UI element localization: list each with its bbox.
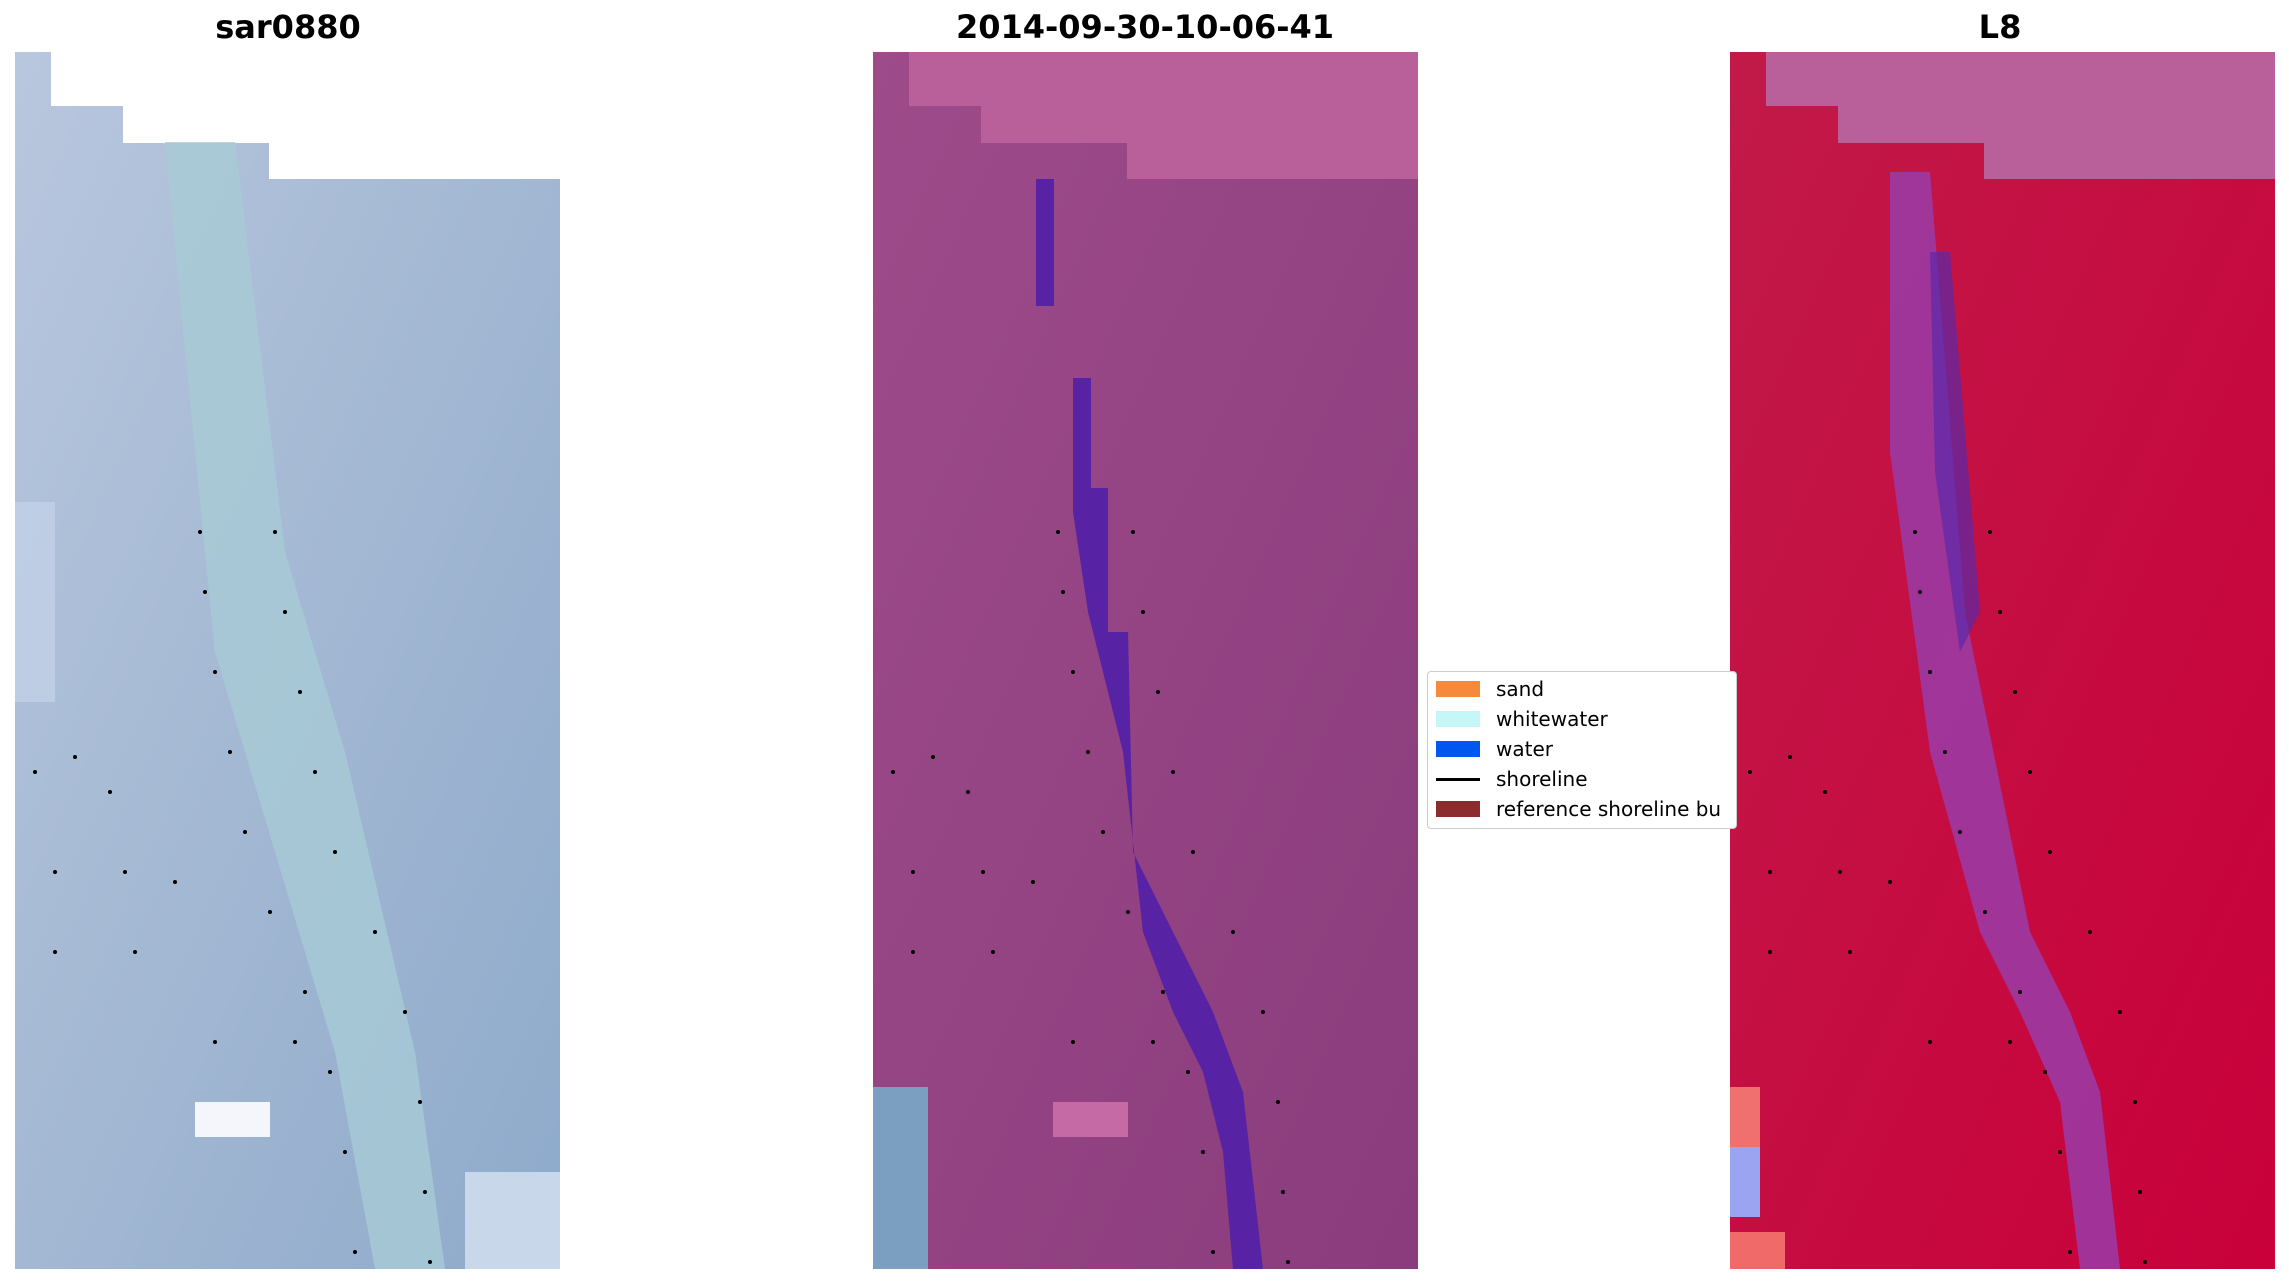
- legend-label-whitewater: whitewater: [1496, 707, 1608, 731]
- shoreline-line-swatch: [1436, 777, 1480, 781]
- l8-image-panel: [1730, 52, 2275, 1269]
- panel-title-sar: sar0880: [215, 8, 361, 46]
- water-swatch: [1436, 741, 1480, 757]
- panel-title-date: 2014-09-30-10-06-41: [955, 8, 1335, 46]
- water-class: [1073, 378, 1263, 1269]
- legend-item-sand: sand: [1436, 676, 1544, 702]
- reference-shoreline-swatch: [1436, 801, 1480, 817]
- l8-image: [1730, 52, 2275, 1269]
- panel-title-l8: L8: [1978, 8, 2022, 46]
- water-class: [1036, 179, 1054, 306]
- legend: sand whitewater water shoreline referenc…: [1427, 671, 1737, 829]
- legend-item-shoreline: shoreline: [1436, 766, 1588, 792]
- sand-swatch: [1436, 681, 1480, 697]
- legend-label-sand: sand: [1496, 677, 1545, 701]
- legend-item-whitewater: whitewater: [1436, 706, 1608, 732]
- whitewater-swatch: [1436, 711, 1480, 727]
- sar-image-panel: [15, 52, 560, 1269]
- legend-item-reference-shoreline: reference shoreline bu: [1436, 796, 1721, 822]
- legend-item-water: water: [1436, 736, 1553, 762]
- legend-label-shoreline: shoreline: [1496, 767, 1588, 791]
- legend-label-reference-shoreline: reference shoreline bu: [1496, 797, 1722, 821]
- nodata-region: [1766, 52, 2275, 179]
- classified-image-panel: [873, 52, 1418, 1269]
- river-channel: [165, 142, 445, 1269]
- legend-label-water: water: [1496, 737, 1553, 761]
- classified-image: [873, 52, 1418, 1269]
- nodata-region: [909, 52, 1418, 179]
